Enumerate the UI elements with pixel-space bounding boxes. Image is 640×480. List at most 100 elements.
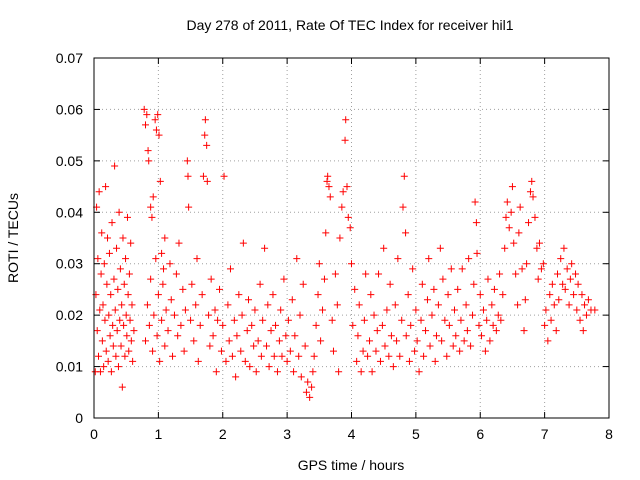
data-point <box>366 337 374 345</box>
y-tick-label: 0.03 <box>56 256 83 272</box>
data-point <box>501 244 509 252</box>
data-point <box>574 280 582 288</box>
data-point <box>342 116 350 124</box>
data-point <box>400 172 408 180</box>
x-tick-label: 5 <box>412 426 420 442</box>
data-point <box>109 321 117 329</box>
data-point <box>407 321 415 329</box>
data-point <box>145 157 153 165</box>
y-tick-label: 0.05 <box>56 153 83 169</box>
data-point <box>252 368 260 376</box>
data-point <box>576 316 584 324</box>
data-point <box>581 301 589 309</box>
data-point <box>113 327 121 335</box>
data-point <box>559 280 567 288</box>
data-point <box>174 332 182 340</box>
data-point <box>518 265 526 273</box>
data-point <box>512 270 520 278</box>
x-tick-label: 2 <box>219 426 227 442</box>
data-point <box>317 337 325 345</box>
data-point <box>288 296 296 304</box>
data-point <box>149 347 157 355</box>
data-point <box>205 311 213 319</box>
data-point <box>112 352 120 360</box>
data-point <box>308 383 316 391</box>
data-point <box>291 332 299 340</box>
data-point <box>359 347 367 355</box>
data-point <box>302 388 310 396</box>
data-point <box>241 357 249 365</box>
data-point <box>463 327 471 335</box>
x-tick-label: 3 <box>283 426 291 442</box>
data-point <box>220 172 228 180</box>
data-point <box>216 285 224 293</box>
data-point <box>333 301 341 309</box>
data-point <box>426 342 434 350</box>
data-point <box>113 244 121 252</box>
data-point <box>479 306 487 314</box>
data-point <box>184 172 192 180</box>
data-point <box>275 337 283 345</box>
data-point <box>472 219 480 227</box>
data-point <box>312 321 320 329</box>
data-point <box>404 291 412 299</box>
data-point <box>265 363 273 371</box>
data-point <box>335 368 343 376</box>
data-point <box>411 347 419 355</box>
data-point <box>452 332 460 340</box>
data-point <box>152 255 160 263</box>
data-point <box>319 306 327 314</box>
data-point <box>391 301 399 309</box>
data-point <box>325 183 333 191</box>
data-point <box>257 352 265 360</box>
data-point <box>169 352 177 360</box>
data-point <box>155 131 163 139</box>
data-point <box>293 255 301 263</box>
data-point <box>579 327 587 335</box>
data-point <box>143 301 151 309</box>
data-point <box>324 172 332 180</box>
data-point <box>502 213 510 221</box>
data-point <box>116 316 124 324</box>
data-point <box>196 321 204 329</box>
data-point <box>100 363 108 371</box>
data-point <box>503 198 511 206</box>
data-point <box>256 280 264 288</box>
data-point <box>385 352 393 360</box>
data-point <box>102 347 110 355</box>
data-point <box>161 342 169 350</box>
data-point <box>98 229 106 237</box>
data-point <box>123 213 131 221</box>
data-point <box>144 147 152 155</box>
data-point <box>180 347 188 355</box>
data-point <box>402 229 410 237</box>
data-point <box>104 357 112 365</box>
data-point <box>151 116 159 124</box>
data-point <box>183 157 191 165</box>
data-point <box>284 316 292 324</box>
data-point <box>108 219 116 227</box>
data-point <box>432 332 440 340</box>
data-point <box>209 332 217 340</box>
data-point <box>310 352 318 360</box>
data-point <box>277 306 285 314</box>
data-point <box>130 327 138 335</box>
data-point <box>507 208 515 216</box>
data-point <box>456 347 464 355</box>
data-point <box>243 327 251 335</box>
data-point <box>544 337 552 345</box>
data-point <box>107 291 115 299</box>
data-point <box>296 311 304 319</box>
data-point <box>239 239 247 247</box>
data-point <box>118 383 126 391</box>
data-point <box>329 347 337 355</box>
data-point <box>187 316 195 324</box>
data-point <box>235 291 243 299</box>
data-point <box>185 203 193 211</box>
data-point <box>508 183 516 191</box>
data-point <box>238 311 246 319</box>
y-tick-label: 0.06 <box>56 101 83 117</box>
data-point <box>212 368 220 376</box>
data-point <box>465 255 473 263</box>
data-point <box>158 316 166 324</box>
